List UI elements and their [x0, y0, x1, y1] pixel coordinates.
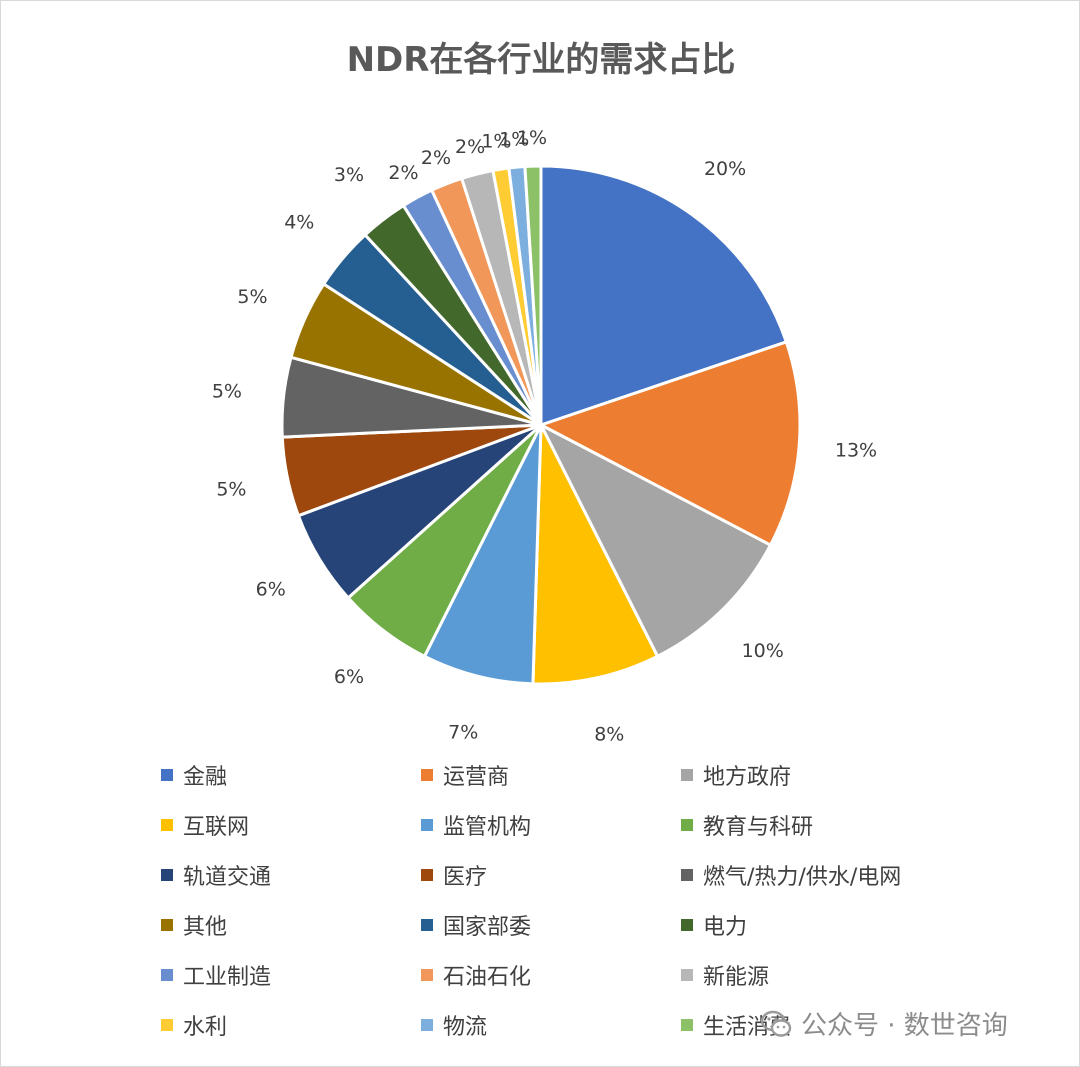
legend-label: 运营商	[443, 765, 510, 790]
legend-swatch	[161, 969, 173, 981]
legend-swatch	[421, 1019, 433, 1031]
legend-swatch	[681, 969, 693, 981]
pie-slice	[539, 340, 802, 547]
data-label: 7%	[448, 721, 478, 743]
pie-slice	[523, 164, 543, 427]
legend-item: 工业制造	[161, 963, 421, 990]
data-label: 2%	[421, 147, 451, 169]
legend-label: 金融	[183, 765, 228, 790]
legend-item: 石油石化	[421, 963, 681, 990]
data-label: 20%	[704, 158, 746, 180]
wechat-icon	[760, 1010, 792, 1037]
legend-label: 医疗	[443, 865, 488, 890]
legend-item: 国家部委	[421, 913, 681, 940]
data-label: 5%	[212, 381, 242, 403]
legend-swatch	[161, 769, 173, 781]
legend-swatch	[421, 919, 433, 931]
legend-label: 监管机构	[443, 815, 532, 840]
data-label: 1%	[481, 131, 511, 153]
data-label: 6%	[256, 579, 286, 601]
data-label: 6%	[334, 666, 364, 688]
pie-slice	[539, 423, 772, 658]
legend-swatch	[681, 919, 693, 931]
pie-slice	[531, 423, 660, 686]
chart-title: NDR在各行业的需求占比	[347, 40, 736, 80]
data-label: 13%	[835, 440, 877, 462]
legend-item: 新能源	[681, 963, 981, 990]
legend-item: 燃气/热力/供水/电网	[681, 863, 981, 890]
legend-swatch	[681, 769, 693, 781]
legend-item: 其他	[161, 913, 421, 940]
legend-swatch	[161, 919, 173, 931]
legend-label: 电力	[703, 915, 748, 940]
legend-label: 水利	[183, 1015, 228, 1040]
legend-item: 水利	[161, 1013, 421, 1040]
legend-item: 监管机构	[421, 813, 681, 840]
data-label: 2%	[388, 162, 418, 184]
legend-swatch	[681, 1019, 693, 1031]
legend-item: 医疗	[421, 863, 681, 890]
legend-label: 教育与科研	[703, 815, 814, 840]
legend-item: 金融	[161, 763, 421, 790]
legend-label: 轨道交通	[183, 865, 272, 890]
pie-slices	[280, 164, 802, 686]
data-label: 1%	[517, 127, 547, 149]
legend-label: 国家部委	[443, 915, 532, 940]
legend-item: 互联网	[161, 813, 421, 840]
legend-swatch	[421, 969, 433, 981]
legend-swatch	[421, 869, 433, 881]
data-label: 4%	[284, 212, 314, 234]
pie-slice	[422, 423, 543, 686]
watermark: 公众号 · 数世咨询	[759, 1005, 1008, 1042]
legend-swatch	[421, 819, 433, 831]
chart-legend: 金融 运营商 地方政府互联网 监管机构 教育与科研轨道交通 医疗 燃气/热力/供水/电网其他…	[161, 763, 981, 1040]
legend-item: 物流	[421, 1013, 681, 1040]
legend-label: 物流	[443, 1015, 488, 1040]
watermark-text: 公众号 · 数世咨询	[801, 1011, 1008, 1041]
data-label: 8%	[594, 724, 624, 746]
legend-label: 互联网	[183, 815, 250, 840]
legend-item: 运营商	[421, 763, 681, 790]
legend-swatch	[161, 1019, 173, 1031]
pie-labels: 20%13%10%8%7%6%6%5%5%5%4%3% 2%2% 2%1%1%1%	[212, 127, 877, 745]
pie-chart: NDR在各行业的需求占比 20% 13% 10% 8% 7% 6% 6% 5% 5% 5% 4% 3%…	[212, 40, 877, 746]
pie-slice	[539, 164, 788, 427]
legend-item: 地方政府	[681, 763, 981, 790]
legend-label: 地方政府	[703, 765, 792, 790]
legend-swatch	[421, 769, 433, 781]
legend-label: 工业制造	[183, 965, 272, 990]
data-label: 5%	[237, 286, 267, 308]
legend-swatch	[681, 819, 693, 831]
data-label: 10%	[742, 640, 784, 662]
data-label: 5%	[216, 479, 246, 501]
data-label: 1%	[499, 128, 529, 150]
legend-item: 轨道交通	[161, 863, 421, 890]
legend-swatch	[161, 819, 173, 831]
data-label: 2%	[455, 136, 485, 158]
legend-item: 电力	[681, 913, 981, 940]
legend-label: 新能源	[703, 965, 770, 990]
legend-swatch	[161, 869, 173, 881]
legend-item: 教育与科研	[681, 813, 981, 840]
legend-label: 石油石化	[443, 965, 532, 990]
legend-swatch	[681, 869, 693, 881]
legend-label: 燃气/热力/供水/电网	[703, 865, 902, 890]
data-label: 3%	[334, 164, 364, 186]
legend-label: 其他	[183, 915, 228, 940]
